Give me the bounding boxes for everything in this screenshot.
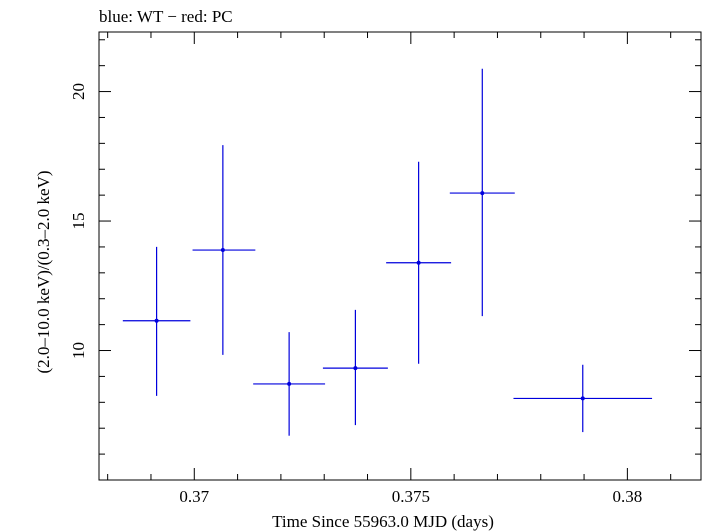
plot-frame bbox=[98, 31, 702, 481]
data-points bbox=[122, 68, 653, 436]
x-tick-label: 0.38 bbox=[612, 487, 642, 506]
y-tick-label: 15 bbox=[69, 213, 88, 230]
y-tick-label: 20 bbox=[69, 83, 88, 100]
point-marker bbox=[416, 260, 421, 265]
x-tick-label: 0.375 bbox=[392, 487, 430, 506]
x-tick-label: 0.37 bbox=[179, 487, 209, 506]
data-point bbox=[386, 161, 452, 364]
point-marker bbox=[220, 248, 225, 253]
data-point bbox=[253, 332, 326, 436]
chart-title: blue: WT − red: PC bbox=[99, 7, 233, 26]
point-marker bbox=[287, 381, 292, 386]
data-point bbox=[322, 309, 388, 426]
data-point bbox=[449, 68, 515, 317]
point-marker bbox=[353, 366, 358, 371]
data-point bbox=[513, 364, 653, 433]
x-axis-ticks: 0.37 0.375 0.38 bbox=[107, 32, 672, 506]
point-marker bbox=[580, 396, 585, 401]
x-axis-label: Time Since 55963.0 MJD (days) bbox=[272, 512, 494, 531]
data-point bbox=[192, 145, 256, 355]
y-tick-label: 10 bbox=[69, 342, 88, 359]
y-axis-ticks: 10 15 20 bbox=[69, 39, 701, 481]
point-marker bbox=[480, 191, 485, 196]
data-point bbox=[122, 246, 191, 396]
point-marker bbox=[154, 318, 159, 323]
y-axis-label: (2.0–10.0 keV)/(0.3–2.0 keV) bbox=[34, 170, 53, 373]
